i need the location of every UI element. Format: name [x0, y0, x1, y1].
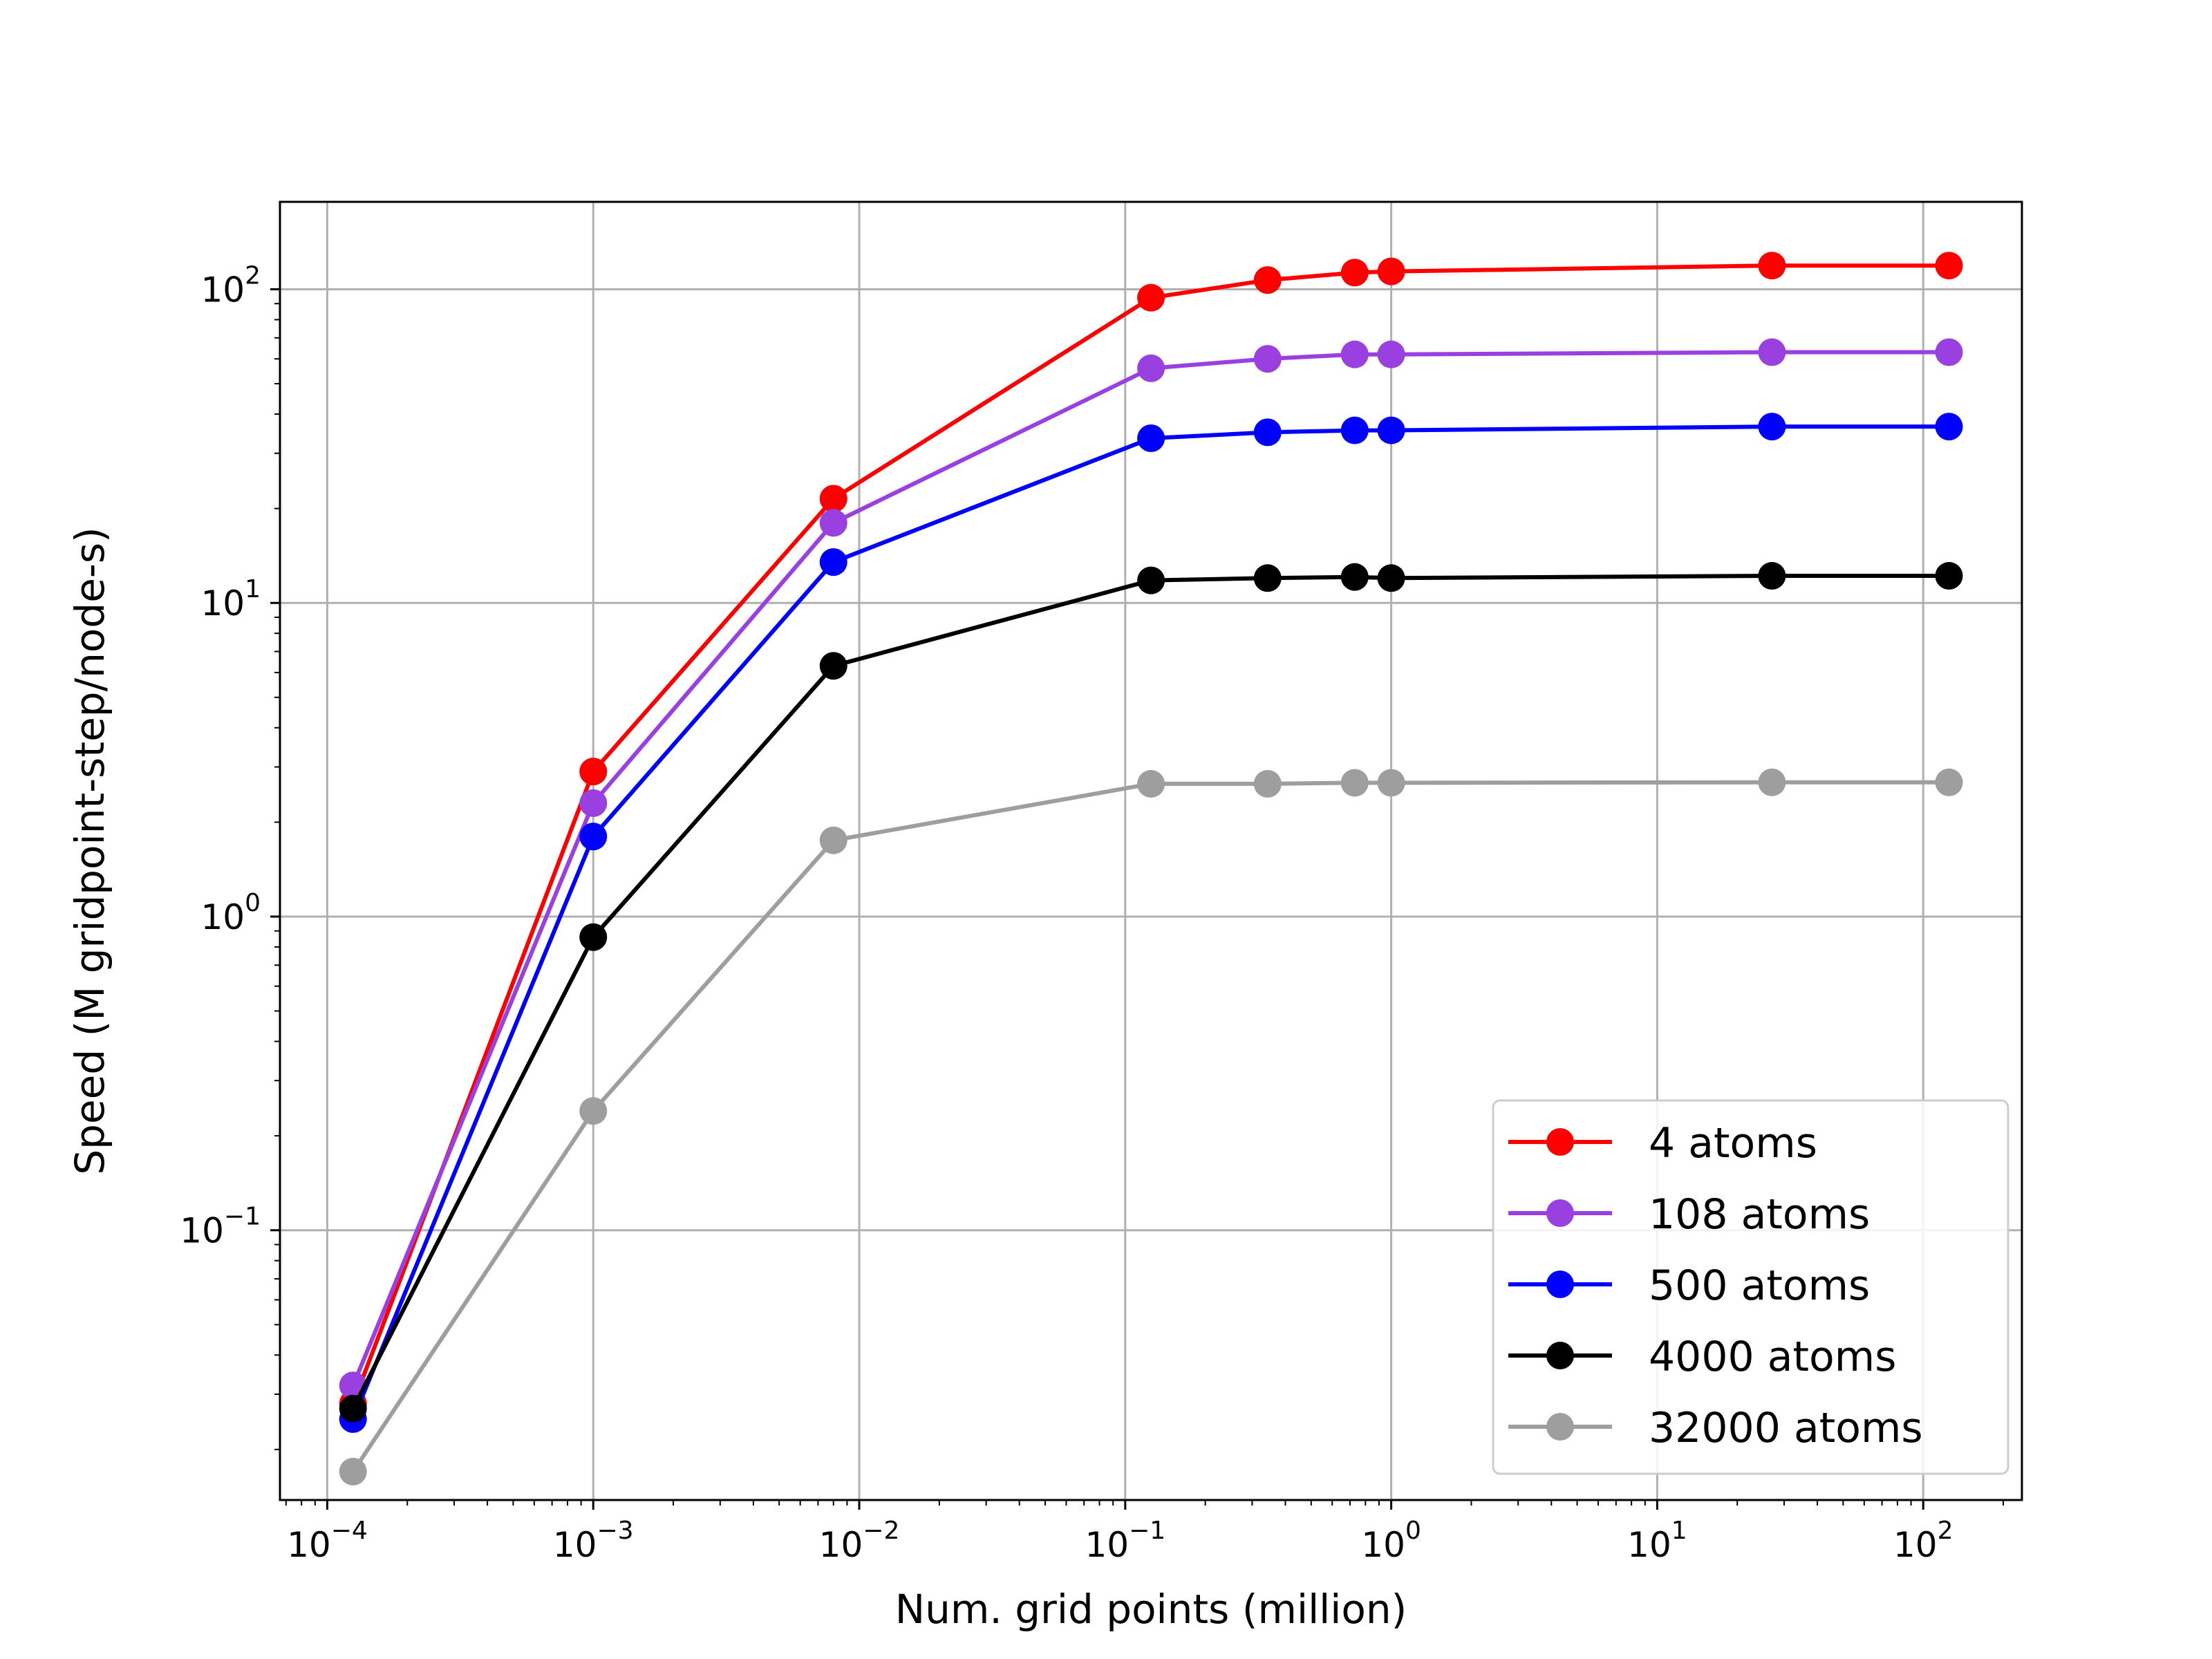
- y-axis-label: Speed (M gridpoint-step/node-s): [66, 527, 113, 1174]
- data-point: [339, 1394, 367, 1423]
- data-point: [579, 823, 608, 851]
- plot-frame: [279, 200, 2023, 1501]
- x-tick-label: 10−1: [1085, 1517, 1165, 1565]
- data-point: [1758, 338, 1786, 366]
- legend: 4 atoms 108 atoms 500 atoms 4000 atoms 32000…: [1492, 1099, 2009, 1475]
- legend-item: 4 atoms: [1508, 1119, 1817, 1168]
- series-500-atoms: [339, 413, 1963, 1433]
- series-4-atoms: [339, 252, 1963, 1418]
- data-point: [579, 1097, 608, 1125]
- data-point: [1377, 769, 1405, 797]
- axis-ticks: 10−4 10−3 10−2 10−1 100 101 102 10−1 100 101 102: [180, 261, 2005, 1565]
- legend-marker: [1546, 1342, 1574, 1369]
- x-tick-label: 101: [1627, 1517, 1687, 1565]
- data-point: [1340, 259, 1369, 287]
- legend-box: [1492, 1099, 2009, 1475]
- data-point: [1377, 416, 1405, 444]
- series-4000-atoms: [339, 562, 1963, 1423]
- data-point: [819, 509, 847, 537]
- legend-label: 32000 atoms: [1649, 1404, 1923, 1452]
- data-point: [1758, 252, 1786, 280]
- data-point: [1253, 564, 1282, 592]
- data-point: [1377, 340, 1405, 368]
- data-point: [1377, 564, 1405, 592]
- x-tick-label: 10−2: [819, 1517, 900, 1565]
- y-tick-label: 100: [200, 889, 261, 937]
- series-32000-atoms: [339, 768, 1963, 1485]
- series-108-atoms: [339, 338, 1963, 1400]
- data-point: [1253, 345, 1282, 373]
- data-point: [819, 652, 847, 680]
- x-tick-label: 10−4: [287, 1517, 368, 1565]
- data-point: [1137, 769, 1165, 798]
- legend-item: 32000 atoms: [1508, 1404, 1923, 1452]
- data-point: [1253, 418, 1282, 447]
- legend-item: 108 atoms: [1508, 1190, 1870, 1239]
- y-tick-label: 101: [200, 575, 261, 624]
- series-layer: [339, 252, 1963, 1485]
- data-point: [1935, 768, 1963, 796]
- legend-marker: [1546, 1128, 1574, 1156]
- data-point: [1935, 338, 1963, 366]
- data-point: [1935, 413, 1963, 441]
- data-point: [1137, 424, 1165, 452]
- data-point: [1137, 566, 1165, 594]
- legend-item: 4000 atoms: [1508, 1333, 1896, 1381]
- data-point: [1758, 413, 1786, 441]
- data-point: [579, 758, 608, 786]
- data-point: [1253, 769, 1282, 798]
- data-point: [1137, 283, 1165, 312]
- data-point: [1137, 354, 1165, 382]
- data-point: [339, 1457, 367, 1485]
- data-point: [1935, 562, 1963, 590]
- legend-label: 4 atoms: [1649, 1119, 1817, 1168]
- data-point: [1253, 266, 1282, 294]
- data-point: [1340, 769, 1369, 797]
- data-point: [819, 485, 847, 513]
- data-point: [579, 923, 608, 951]
- legend-label: 108 atoms: [1649, 1190, 1870, 1239]
- data-point: [1758, 768, 1786, 796]
- legend-label: 4000 atoms: [1649, 1333, 1896, 1381]
- x-tick-label: 100: [1361, 1517, 1421, 1565]
- data-point: [819, 826, 847, 854]
- x-axis-label: Num. grid points (million): [895, 1586, 1407, 1633]
- data-point: [1340, 563, 1369, 591]
- legend-marker: [1546, 1199, 1574, 1227]
- data-point: [1340, 340, 1369, 368]
- data-point: [579, 789, 608, 817]
- x-tick-label: 102: [1893, 1517, 1953, 1565]
- data-point: [819, 548, 847, 577]
- data-point: [1758, 562, 1786, 590]
- legend-label: 500 atoms: [1649, 1262, 1870, 1310]
- legend-marker: [1546, 1271, 1574, 1298]
- data-point: [1340, 416, 1369, 444]
- y-tick-label: 10−1: [180, 1203, 261, 1251]
- data-point: [1935, 252, 1963, 280]
- x-tick-label: 10−3: [553, 1517, 634, 1565]
- legend-item: 500 atoms: [1508, 1262, 1870, 1310]
- legend-marker: [1546, 1413, 1574, 1441]
- y-tick-label: 102: [200, 261, 261, 310]
- data-point: [1377, 257, 1405, 285]
